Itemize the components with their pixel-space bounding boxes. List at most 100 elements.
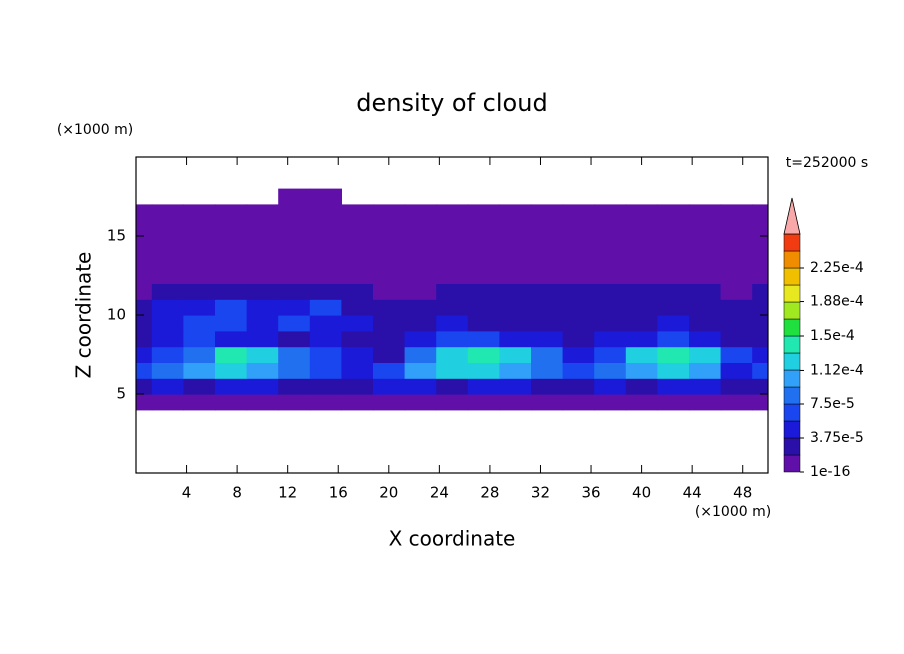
contour-cell xyxy=(246,378,279,395)
contour-cell xyxy=(752,267,768,284)
contour-cell xyxy=(404,378,437,395)
contour-cell xyxy=(373,251,406,269)
contour-cell xyxy=(594,267,627,284)
contour-cell xyxy=(531,378,564,395)
contour-cell xyxy=(499,220,532,237)
x-tick-label: 44 xyxy=(683,484,702,502)
contour-cell xyxy=(594,394,627,411)
contour-cell xyxy=(246,394,279,411)
contour-cell xyxy=(436,378,469,395)
contour-cell xyxy=(752,346,768,363)
contour-cell xyxy=(562,220,595,237)
contour-cell xyxy=(278,204,311,221)
contour-cell xyxy=(151,346,184,363)
contour-cell xyxy=(625,394,658,411)
contour-cell xyxy=(151,283,184,300)
contour-cell xyxy=(215,299,248,316)
contour-cell xyxy=(657,378,690,395)
contour-cell xyxy=(215,315,248,332)
colorbar-box xyxy=(783,250,801,269)
colorbar-box xyxy=(783,301,801,320)
contour-cell xyxy=(689,204,722,221)
contour-cell xyxy=(246,220,279,237)
contour-cell xyxy=(657,330,690,348)
x-unit: (×1000 m) xyxy=(695,504,771,520)
contour-cell xyxy=(215,204,248,221)
contour-cell xyxy=(183,204,216,221)
contour-cell xyxy=(246,283,279,300)
colorbar-tick-label: 1.5e-4 xyxy=(810,328,855,344)
contour-cell xyxy=(215,236,248,253)
contour-cell xyxy=(278,236,311,253)
contour-cell xyxy=(278,315,311,332)
contour-cell xyxy=(373,378,406,395)
contour-cell xyxy=(136,204,153,221)
contour-cell xyxy=(752,299,768,316)
contour-cell xyxy=(752,251,768,269)
contour-cell xyxy=(151,378,184,395)
colorbar-box xyxy=(783,420,801,439)
contour-cell xyxy=(136,236,153,253)
contour-cell xyxy=(278,330,311,348)
y-unit: (×1000 m) xyxy=(57,122,133,138)
contour-cell xyxy=(404,315,437,332)
contour-cell xyxy=(562,283,595,300)
contour-cell xyxy=(720,362,753,379)
contour-cell xyxy=(151,251,184,269)
contour-cell xyxy=(183,283,216,300)
colorbar-box xyxy=(783,284,801,303)
contour-cell xyxy=(215,330,248,348)
contour-cell xyxy=(689,394,722,411)
contour-cell xyxy=(278,283,311,300)
contour-cell xyxy=(467,283,500,300)
contour-cell xyxy=(309,299,342,316)
contour-cell xyxy=(562,378,595,395)
contour-cell xyxy=(499,330,532,348)
contour-cell xyxy=(531,362,564,379)
contour-cell xyxy=(309,220,342,237)
contour-cell xyxy=(720,394,753,411)
contour-cell xyxy=(151,330,184,348)
contour-cell xyxy=(657,283,690,300)
y-tick-label: 15 xyxy=(107,227,126,245)
contour-cell xyxy=(752,330,768,348)
chart-title: density of cloud xyxy=(356,89,547,117)
contour-cell xyxy=(341,346,374,363)
contour-cell xyxy=(562,315,595,332)
contour-cell xyxy=(531,299,564,316)
contour-cell xyxy=(246,315,279,332)
contour-cell xyxy=(309,236,342,253)
contour-cell xyxy=(594,362,627,379)
contour-cell xyxy=(404,220,437,237)
contour-cell xyxy=(752,204,768,221)
contour-cell xyxy=(689,283,722,300)
contour-cell xyxy=(436,394,469,411)
contour-cell xyxy=(499,315,532,332)
contour-cell xyxy=(436,299,469,316)
contour-cell xyxy=(309,346,342,363)
colorbar-tick-label: 2.25e-4 xyxy=(810,260,864,276)
contour-cell xyxy=(341,236,374,253)
contour-cell xyxy=(183,378,216,395)
contour-cell xyxy=(183,330,216,348)
contour-cell xyxy=(309,315,342,332)
contour-cell xyxy=(278,378,311,395)
contour-cell xyxy=(373,220,406,237)
contour-cell xyxy=(467,251,500,269)
contour-cell xyxy=(531,204,564,221)
contour-cell xyxy=(278,220,311,237)
contour-cell xyxy=(404,394,437,411)
contour-cell xyxy=(373,315,406,332)
contour-cell xyxy=(436,236,469,253)
contour-cell xyxy=(625,204,658,221)
contour-cell xyxy=(594,346,627,363)
contour-cell xyxy=(657,346,690,363)
contour-cell xyxy=(309,394,342,411)
contour-cell xyxy=(562,330,595,348)
contour-cell xyxy=(689,346,722,363)
contour-cell xyxy=(183,251,216,269)
contour-cell xyxy=(720,346,753,363)
contour-cell xyxy=(404,283,437,300)
contour-cell xyxy=(246,362,279,379)
